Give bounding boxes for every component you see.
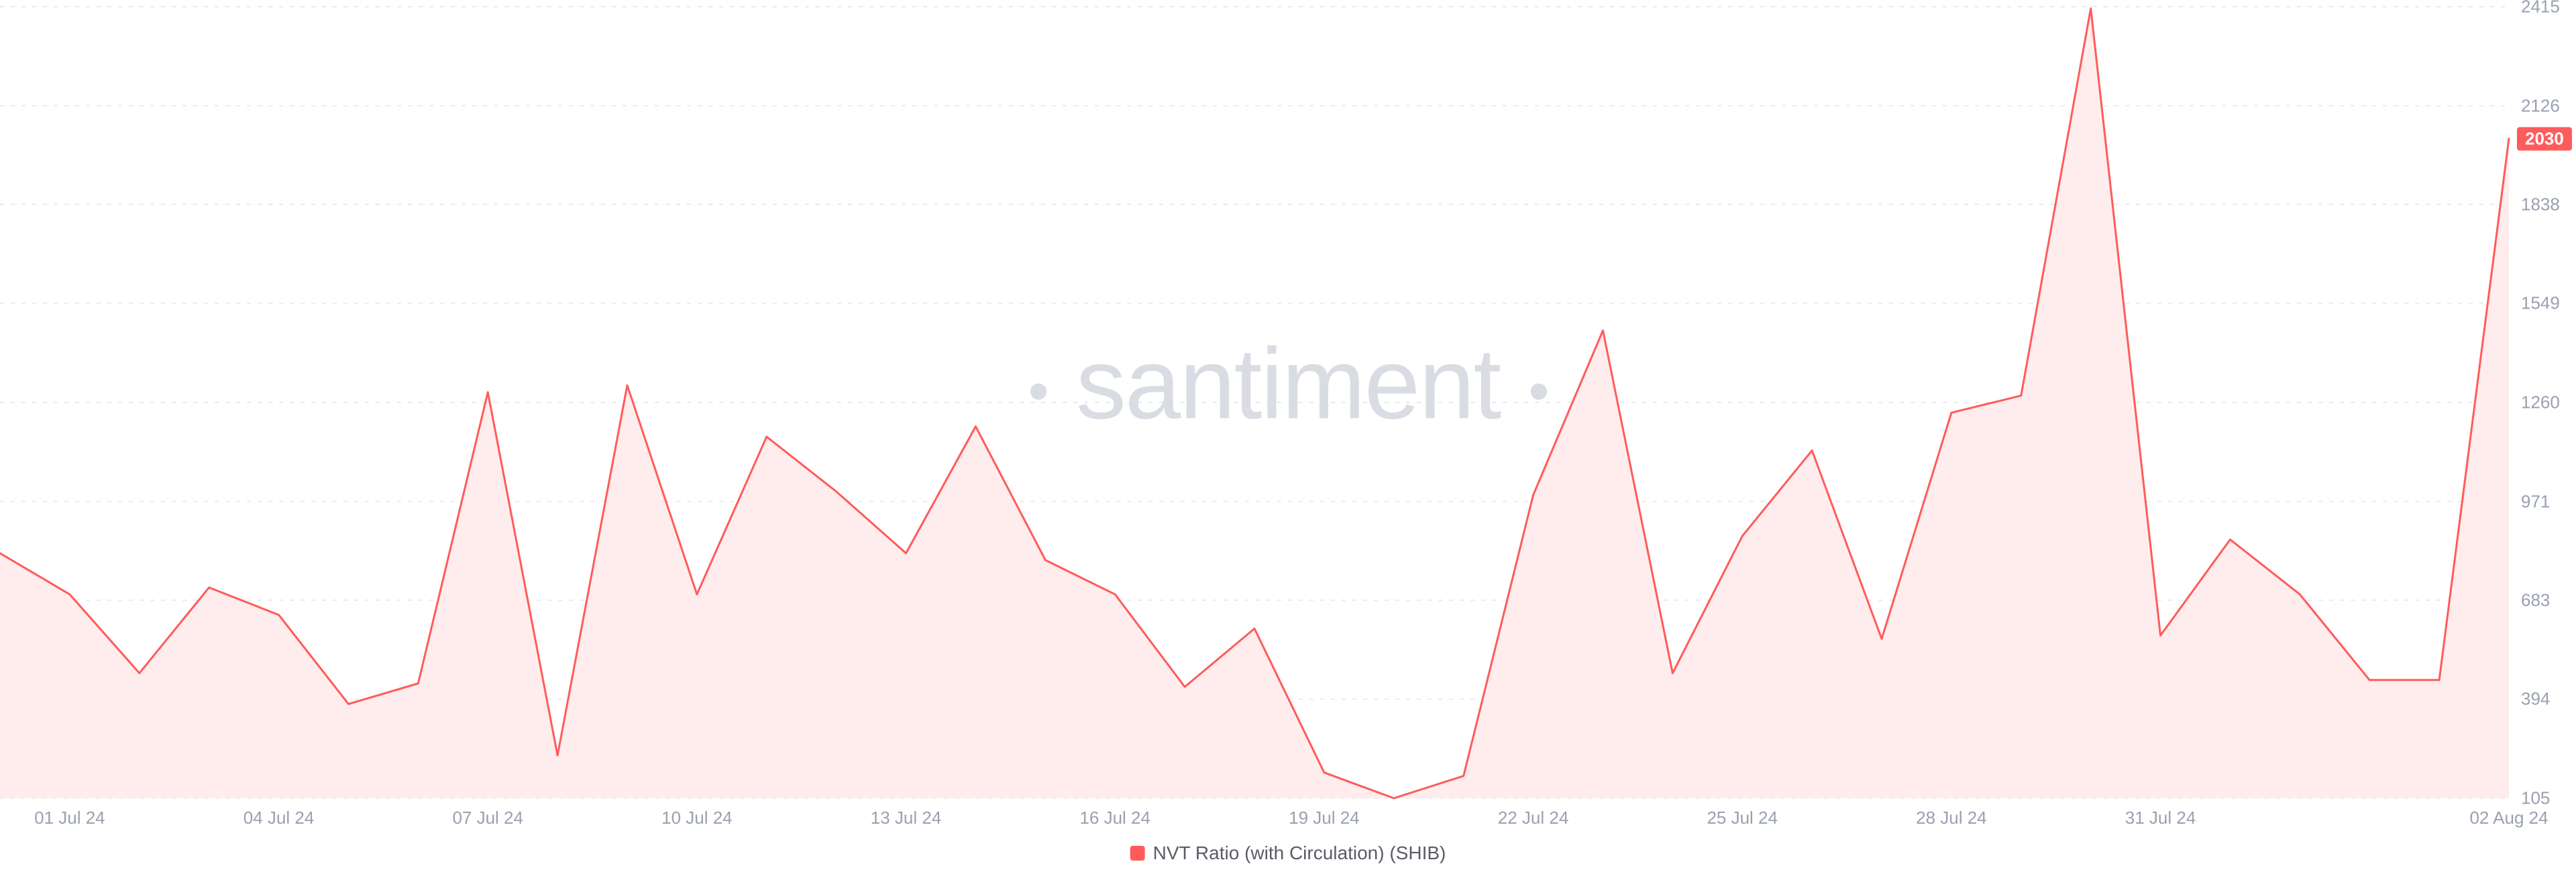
x-tick-label: 07 Jul 24	[452, 808, 523, 828]
y-tick-label: 1549	[2521, 293, 2560, 314]
y-tick-label: 1260	[2521, 392, 2560, 413]
x-tick-label: 16 Jul 24	[1079, 808, 1150, 828]
legend[interactable]: NVT Ratio (with Circulation) (SHIB)	[1130, 842, 1446, 864]
x-tick-label: 01 Jul 24	[34, 808, 105, 828]
x-tick-label: 10 Jul 24	[661, 808, 733, 828]
x-tick-label: 13 Jul 24	[871, 808, 942, 828]
x-tick-label: 02 Aug 24	[2469, 808, 2548, 828]
legend-swatch	[1130, 846, 1145, 861]
y-tick-label: 971	[2521, 491, 2550, 512]
y-tick-label: 2415	[2521, 0, 2560, 17]
chart-container: •santiment• 1053946839711260154918382126…	[0, 0, 2576, 872]
y-tick-label: 1838	[2521, 194, 2560, 215]
legend-label: NVT Ratio (with Circulation) (SHIB)	[1153, 842, 1446, 864]
current-value-text: 2030	[2525, 128, 2564, 148]
x-tick-label: 28 Jul 24	[1916, 808, 1987, 828]
y-tick-label: 683	[2521, 590, 2550, 610]
x-tick-label: 22 Jul 24	[1498, 808, 1569, 828]
y-tick-label: 105	[2521, 788, 2550, 809]
current-value-badge: 2030	[2517, 127, 2572, 150]
x-tick-label: 31 Jul 24	[2125, 808, 2196, 828]
y-tick-label: 2126	[2521, 95, 2560, 116]
x-tick-label: 19 Jul 24	[1289, 808, 1360, 828]
x-tick-label: 25 Jul 24	[1707, 808, 1778, 828]
chart-area-series	[0, 0, 2576, 872]
x-tick-label: 04 Jul 24	[244, 808, 315, 828]
y-tick-label: 394	[2521, 689, 2550, 710]
